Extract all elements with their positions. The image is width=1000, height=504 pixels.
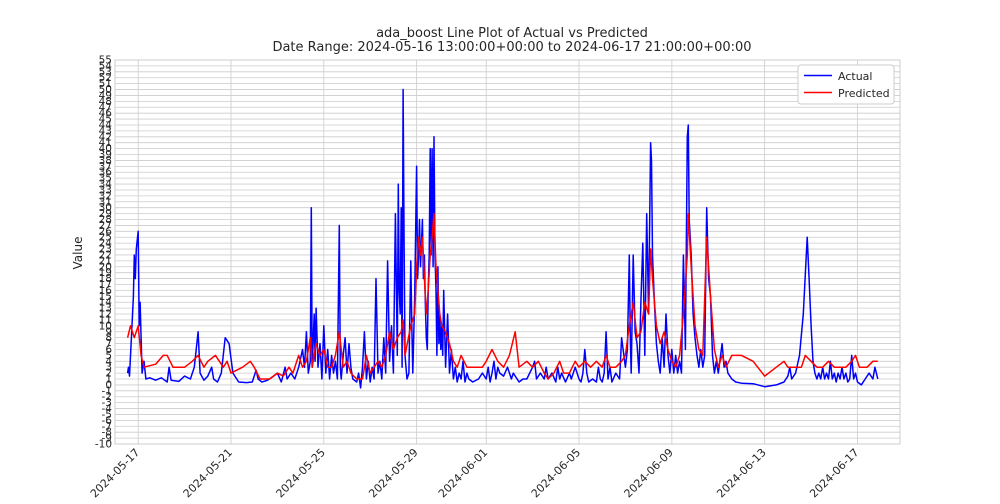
y-tick-label: 40 (99, 143, 112, 155)
y-tick-label: 2 (105, 368, 112, 380)
y-tick-label: 43 (99, 125, 112, 137)
y-tick-label: 19 (99, 267, 112, 279)
y-tick-label: 32 (99, 190, 112, 202)
y-tick-label: 14 (99, 297, 113, 309)
y-tick-label: 51 (99, 78, 112, 90)
y-tick-label: -3 (102, 397, 112, 409)
y-tick-label: 35 (99, 173, 112, 185)
y-tick-label: 0 (105, 379, 112, 391)
y-tick-label: -1 (102, 385, 112, 397)
y-tick-label: 1 (105, 374, 112, 386)
y-tick-label: 47 (99, 102, 112, 114)
y-tick-label: 37 (99, 161, 112, 173)
y-tick-label: 45 (99, 114, 112, 126)
y-tick-label: 38 (99, 155, 112, 167)
y-tick-label: 23 (99, 244, 112, 256)
y-tick-label: 15 (99, 291, 112, 303)
y-tick-label: 55 (99, 55, 112, 67)
y-tick-label: 36 (99, 167, 113, 179)
y-tick-label: -4 (102, 403, 113, 415)
y-tick-label: -2 (102, 391, 112, 403)
y-tick-label: -8 (102, 427, 112, 439)
y-tick-label: 52 (99, 72, 112, 84)
y-tick-label: 4 (105, 356, 112, 368)
y-tick-label: 44 (99, 119, 113, 131)
legend-actual-label: Actual (838, 70, 872, 83)
legend: Actual Predicted (797, 64, 895, 105)
legend-predicted-label: Predicted (838, 87, 890, 100)
y-tick-label: 34 (99, 179, 113, 191)
y-tick-label: 25 (99, 232, 112, 244)
y-tick-label: 21 (99, 255, 112, 267)
y-tick-label: -10 (95, 439, 112, 451)
y-tick-label: 12 (99, 309, 112, 321)
series-line-actual (126, 88, 879, 389)
y-tick-label: 29 (99, 208, 112, 220)
y-tick-label: 54 (99, 60, 113, 72)
y-tick-label: 41 (99, 137, 112, 149)
y-tick-label: 18 (99, 273, 112, 285)
y-tick-label: 46 (99, 108, 113, 120)
grid-lines (115, 59, 900, 445)
y-tick-label: 39 (99, 149, 112, 161)
y-tick-label: 17 (99, 279, 112, 291)
y-tick-label: 27 (99, 220, 112, 232)
y-axis-label: Value (71, 237, 85, 270)
y-tick-label: 33 (99, 184, 112, 196)
y-tick-label: 24 (99, 238, 113, 250)
y-tick-label: 13 (99, 303, 112, 315)
y-tick-label: 7 (105, 338, 112, 350)
y-tick-label: 28 (99, 214, 112, 226)
y-tick-label: -5 (102, 409, 112, 421)
y-tick-label: 31 (99, 196, 112, 208)
y-tick-label: -9 (102, 433, 112, 445)
y-tick-label: -6 (102, 415, 113, 427)
y-tick-label: 16 (99, 285, 113, 297)
y-tick-label: 6 (105, 344, 112, 356)
y-tick-label: 10 (99, 320, 112, 332)
y-tick-label: 49 (99, 90, 112, 102)
series-line-predicted (126, 212, 878, 380)
y-tick-label: 8 (105, 332, 112, 344)
y-tick-label: -7 (102, 421, 112, 433)
y-tick-label: 48 (99, 96, 112, 108)
y-tick-label: 26 (99, 226, 113, 238)
y-tick-label: 5 (105, 350, 112, 362)
plot-frame (114, 59, 901, 445)
series-lines (126, 88, 879, 389)
y-tick-label: 9 (105, 326, 112, 338)
y-tick-label: 42 (99, 131, 112, 143)
y-tick-label: 30 (99, 202, 112, 214)
chart-subtitle: Date Range: 2024-05-16 13:00:00+00:00 to… (272, 40, 751, 55)
y-tick-label: 3 (105, 362, 112, 374)
chart-title: ada_boost Line Plot of Actual vs Predict… (376, 26, 648, 41)
y-tick-label: 22 (99, 249, 112, 261)
y-tick-label: 20 (99, 261, 112, 273)
y-axis-ticks: -10-9-8-7-6-5-4-3-2-10123456789101112131… (95, 55, 112, 451)
y-tick-label: 50 (99, 84, 112, 96)
y-tick-label: 11 (99, 314, 112, 326)
y-tick-label: 53 (99, 66, 112, 78)
